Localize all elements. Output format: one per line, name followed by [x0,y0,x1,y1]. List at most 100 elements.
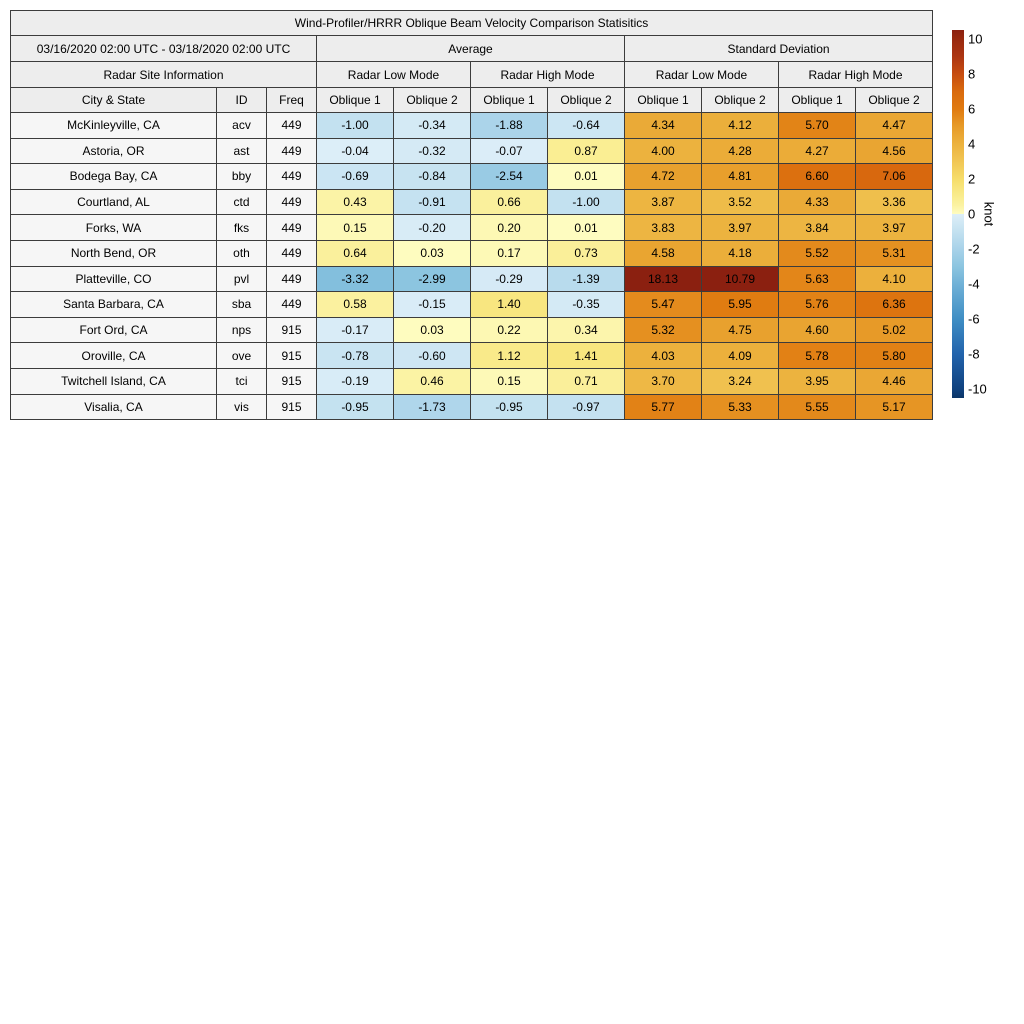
value-cell: 0.34 [547,316,625,344]
city-cell: Courtland, AL [10,188,217,216]
avg-low-mode-header: Radar Low Mode [316,61,471,88]
value-cell: -0.97 [547,393,625,421]
value-cell: 5.32 [624,316,702,344]
stats-table-figure: Wind-Profiler/HRRR Oblique Beam Velocity… [9,10,934,421]
col-header-id: ID [216,87,267,113]
column-header-row: City & State ID Freq Oblique 1 Oblique 2… [10,87,934,113]
value-cell: 5.77 [624,393,702,421]
value-cell: -0.04 [316,137,394,165]
value-cell: 5.52 [778,239,856,267]
city-cell: Oroville, CA [10,342,217,369]
city-cell: Platteville, CO [10,265,217,293]
value-cell: -0.17 [316,316,394,344]
value-cell: -3.32 [316,265,394,293]
value-cell: 0.73 [547,239,625,267]
value-cell: -0.91 [393,188,471,216]
value-cell: -1.73 [393,393,471,421]
value-cell: 3.24 [701,367,779,395]
value-cell: 0.15 [316,214,394,241]
col-header-oblique1: Oblique 1 [316,87,394,113]
value-cell: 4.12 [701,112,779,139]
value-cell: 4.00 [624,137,702,165]
group-std-header: Standard Deviation [623,35,934,62]
value-cell: 0.71 [547,367,625,395]
value-cell: 3.84 [778,214,856,241]
value-cell: -0.29 [470,265,548,293]
value-cell: 5.31 [854,239,934,267]
value-cell: 5.70 [778,112,856,139]
col-header-oblique1: Oblique 1 [778,87,856,113]
value-cell: 3.95 [778,367,856,395]
value-cell: 5.33 [701,393,779,421]
value-cell: 5.63 [778,265,856,293]
value-cell: 0.15 [470,367,548,395]
value-cell: 0.58 [316,291,394,318]
value-cell: -1.39 [547,265,625,293]
city-cell: Fort Ord, CA [10,316,217,344]
value-cell: -0.07 [470,137,548,165]
value-cell: 4.46 [854,367,934,395]
value-cell: 3.83 [624,214,702,241]
id-cell: sba [216,291,267,318]
city-cell: Forks, WA [10,214,217,241]
city-cell: Astoria, OR [10,137,217,165]
value-cell: -0.15 [393,291,471,318]
value-cell: 3.87 [624,188,702,216]
value-cell: 3.36 [854,188,934,216]
colorbar-tick-label: -10 [968,381,987,397]
value-cell: 5.80 [854,342,934,369]
colorbar-tick-label: 2 [968,171,976,187]
value-cell: 7.06 [854,163,934,190]
table-row: Forks, WA fks 449 0.15 -0.20 0.20 0.01 3.83 3.97… [10,214,934,241]
value-cell: 0.01 [547,163,625,190]
city-cell: Santa Barbara, CA [10,291,217,318]
table-row: Fort Ord, CA nps 915 -0.17 0.03 0.22 0.34 5.32 4… [10,316,934,344]
col-header-oblique2: Oblique 2 [547,87,625,113]
value-cell: 6.36 [854,291,934,318]
freq-cell: 449 [266,239,317,267]
value-cell: 3.52 [701,188,779,216]
col-header-city: City & State [10,87,217,113]
freq-cell: 449 [266,163,317,190]
subgroup-header-row: Radar Site Information Radar Low Mode Ra… [10,61,934,88]
table-title: Wind-Profiler/HRRR Oblique Beam Velocity… [9,10,934,36]
value-cell: -0.64 [547,112,625,139]
value-cell: 0.66 [470,188,548,216]
freq-cell: 915 [266,316,317,344]
id-cell: acv [216,112,267,139]
value-cell: 0.01 [547,214,625,241]
group-header-row: 03/16/2020 02:00 UTC - 03/18/2020 02:00 … [10,35,934,62]
value-cell: -1.00 [547,188,625,216]
value-cell: 5.17 [854,393,934,421]
value-cell: -0.84 [393,163,471,190]
value-cell: -0.69 [316,163,394,190]
colorbar-tick-label: 4 [968,136,976,152]
value-cell: -0.20 [393,214,471,241]
value-cell: -0.95 [470,393,548,421]
value-cell: -0.32 [393,137,471,165]
value-cell: 4.58 [624,239,702,267]
value-cell: 1.12 [470,342,548,369]
value-cell: 4.72 [624,163,702,190]
value-cell: 3.70 [624,367,702,395]
colorbar-tick-label: 0 [968,206,976,222]
col-header-oblique2: Oblique 2 [854,87,934,113]
value-cell: 0.87 [547,137,625,165]
std-high-mode-header: Radar High Mode [777,61,934,88]
std-low-mode-header: Radar Low Mode [624,61,779,88]
id-cell: ctd [216,188,267,216]
table-row: McKinleyville, CA acv 449 -1.00 -0.34 -1.88 -0… [10,112,934,139]
value-cell: 4.28 [701,137,779,165]
value-cell: 4.75 [701,316,779,344]
value-cell: 5.02 [854,316,934,344]
value-cell: -1.00 [316,112,394,139]
table-row: Courtland, AL ctd 449 0.43 -0.91 0.66 -1.00 3.8… [10,188,934,216]
table-row: Platteville, CO pvl 449 -3.32 -2.99 -0.29 -1.3… [10,265,934,293]
col-header-oblique2: Oblique 2 [393,87,471,113]
value-cell: 0.64 [316,239,394,267]
value-cell: -0.34 [393,112,471,139]
value-cell: 0.46 [393,367,471,395]
value-cell: 5.55 [778,393,856,421]
city-cell: McKinleyville, CA [10,112,217,139]
